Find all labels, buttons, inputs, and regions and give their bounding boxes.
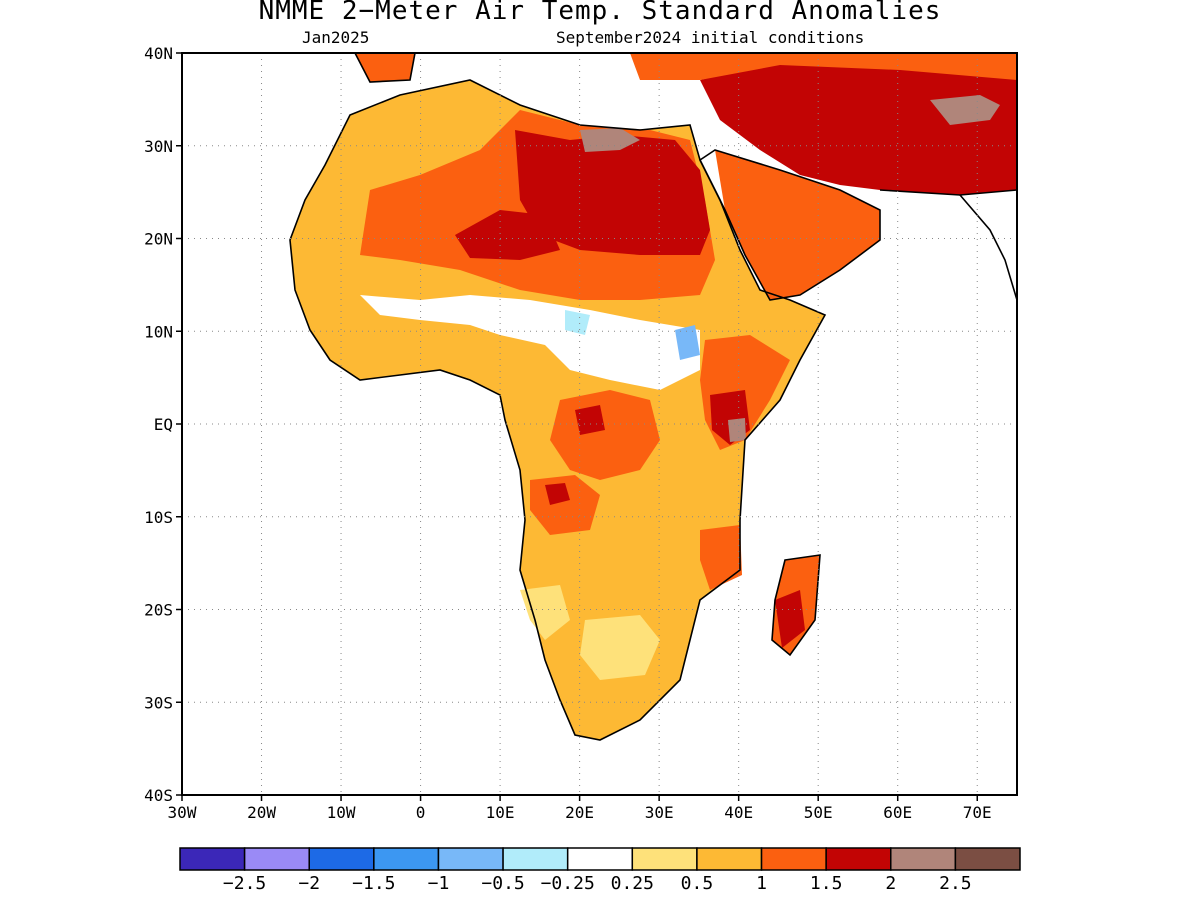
x-tick-label: 20W [247,803,276,822]
anomaly-region-egypt-libya [515,130,710,255]
y-tick-label: 40N [144,44,173,63]
anomaly-field [290,53,1017,740]
coastlines [289,53,1017,741]
india-coastline [959,194,1017,301]
anomaly-region-iberia-edge [355,53,415,82]
map-gridlines [182,53,1017,795]
colorbar-swatch [760,847,827,871]
forecast-month: Jan2025 [302,28,370,47]
madagascar-coastline [771,554,821,657]
anomaly-region-congo-red [575,405,605,435]
x-tick-label: 30W [168,803,197,822]
colorbar-label: −1 [428,873,450,894]
colorbar-swatch [631,847,698,871]
anomaly-region-angola-core [545,483,570,505]
colorbar-swatch [373,847,440,871]
anomaly-region-mozambique [700,525,742,590]
x-tick-label: 20E [565,803,594,822]
colorbar-label: 2.5 [939,873,972,894]
colorbar-label: 0.25 [611,873,654,894]
colorbar-swatch [696,847,763,871]
colorbar-swatch [825,847,892,871]
europe-coastline [354,53,416,83]
y-tick-label: 20N [144,230,173,249]
y-tick-label: EQ [154,415,173,434]
colorbar-label: −0.25 [541,873,595,894]
anomaly-region-madagascar-red [775,590,805,648]
colorbar-label: −2.5 [223,873,266,894]
anomaly-region-southwest-pale [520,585,570,640]
anomaly-region-south-pale [580,615,660,680]
colorbar-label: 2 [885,873,896,894]
anomaly-region-north-border [630,53,1017,80]
x-tick-label: 0 [416,803,426,822]
y-tick-label: 30S [144,693,173,712]
x-tick-label: 10E [486,803,515,822]
x-tick-label: 10W [327,803,356,822]
colorbar-swatch [243,847,310,871]
y-tick-label: 20S [144,601,173,620]
latitude-axis: 40N 30N 20N 10N EQ 10S 20S 30S 40S [144,44,182,805]
x-tick-label: 40E [724,803,753,822]
colorbar-swatch [437,847,504,871]
colorbar-label: 1.5 [810,873,843,894]
y-tick-label: 40S [144,786,173,805]
x-tick-label: 70E [963,803,992,822]
x-tick-label: 60E [883,803,912,822]
map-title: NMME 2−Meter Air Temp. Standard Anomalie… [258,0,942,26]
colorbar-label: −0.5 [481,873,524,894]
anomaly-region-iran-brown [930,95,1000,125]
colorbar-legend: −2.5 −2 −1.5 −1 −0.5 −0.25 0.25 0.5 1 1.5 2 2.5 [179,847,1021,894]
anomaly-region-middle-east [700,60,1017,195]
y-tick-label: 10S [144,508,173,527]
anomaly-region-chad [455,210,560,260]
anomaly-region-arabia [715,150,880,300]
anomaly-region-cool-patch-east [675,325,700,360]
anomaly-region-kenya-brown [728,418,746,442]
colorbar-swatch [502,847,569,871]
colorbar-label: −1.5 [352,873,395,894]
colorbar-label: 1 [756,873,767,894]
colorbar-swatch [890,847,957,871]
anomaly-region-cool-patch [565,310,590,335]
anomaly-region-libya-brown [580,128,640,152]
initial-conditions: September2024 initial conditions [556,28,865,47]
colorbar-swatch [179,847,246,871]
y-tick-label: 30N [144,137,173,156]
x-tick-label: 50E [804,803,833,822]
colorbar-swatch [954,847,1021,871]
colorbar-swatch [308,847,375,871]
colorbar-label: −2 [298,873,320,894]
arabia-coastline [698,149,881,301]
longitude-axis: 30W 20W 10W 0 10E 20E 30E 40E 50E 60E 70E [168,795,992,822]
y-tick-label: 10N [144,322,173,341]
x-tick-label: 30E [645,803,674,822]
colorbar-label: 0.5 [681,873,714,894]
colorbar-swatch [566,847,634,871]
anomaly-region-sahel-neutral [360,295,700,390]
